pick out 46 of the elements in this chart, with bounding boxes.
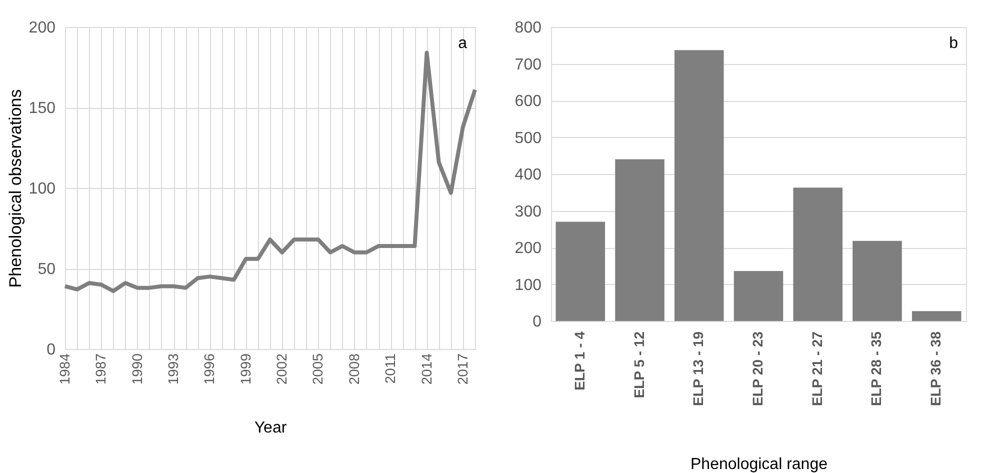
x-tick-label: ELP 5 - 12 <box>630 331 647 398</box>
x-tick-label: 2014 <box>418 353 434 385</box>
x-tick-label: 2017 <box>454 353 470 385</box>
y-tick-label: 700 <box>514 56 542 74</box>
y-tick-label: 300 <box>514 203 542 220</box>
y-tick-label: 600 <box>514 93 542 110</box>
x-tick-label: 1996 <box>201 353 218 385</box>
y-tick-label: 0 <box>532 314 542 330</box>
y-tick-label: 800 <box>514 20 542 36</box>
y-tick-label: 200 <box>514 240 542 257</box>
bar <box>912 311 962 321</box>
x-axis-title: Phenological range <box>690 456 828 473</box>
x-tick-label: 2002 <box>274 353 290 385</box>
bar <box>615 159 664 321</box>
x-axis-title: Year <box>254 420 288 437</box>
y-tick-label: 500 <box>514 130 542 147</box>
x-tick-label: ELP 1 - 4 <box>571 331 588 390</box>
x-tick-label: ELP 13 - 19 <box>690 331 706 406</box>
y-tick-label: 100 <box>514 276 542 294</box>
annotation: a <box>458 35 468 52</box>
x-tick-label: ELP 28 - 35 <box>868 331 884 406</box>
y-tick-label: 100 <box>28 180 56 198</box>
y-tick-label: 0 <box>46 342 56 358</box>
x-tick-label: 2005 <box>310 353 326 385</box>
bar <box>734 271 784 321</box>
x-tick-label: ELP 36 - 38 <box>928 331 944 406</box>
x-tick-label: 1987 <box>92 353 109 385</box>
y-tick-label: 150 <box>28 100 56 117</box>
x-tick-label: ELP 20 - 23 <box>750 331 766 406</box>
x-tick-label: 1999 <box>237 353 254 385</box>
x-tick-label: ELP 21 - 27 <box>808 331 825 406</box>
bar <box>852 240 902 321</box>
annotation: b <box>949 35 958 52</box>
x-tick-label: 2011 <box>382 353 398 384</box>
y-axis-title: Phenological observations <box>6 89 25 288</box>
x-tick-label: 1993 <box>165 353 182 385</box>
x-tick-label: 1984 <box>56 353 72 385</box>
x-tick-label: 2008 <box>346 353 362 385</box>
x-tick-label: 1990 <box>128 353 145 385</box>
bar <box>674 50 724 321</box>
y-tick-label: 400 <box>514 166 542 184</box>
line-series <box>63 50 477 294</box>
bar <box>793 188 843 321</box>
y-tick-label: 200 <box>28 20 56 36</box>
bar <box>556 222 606 321</box>
y-tick-label: 50 <box>38 261 56 278</box>
